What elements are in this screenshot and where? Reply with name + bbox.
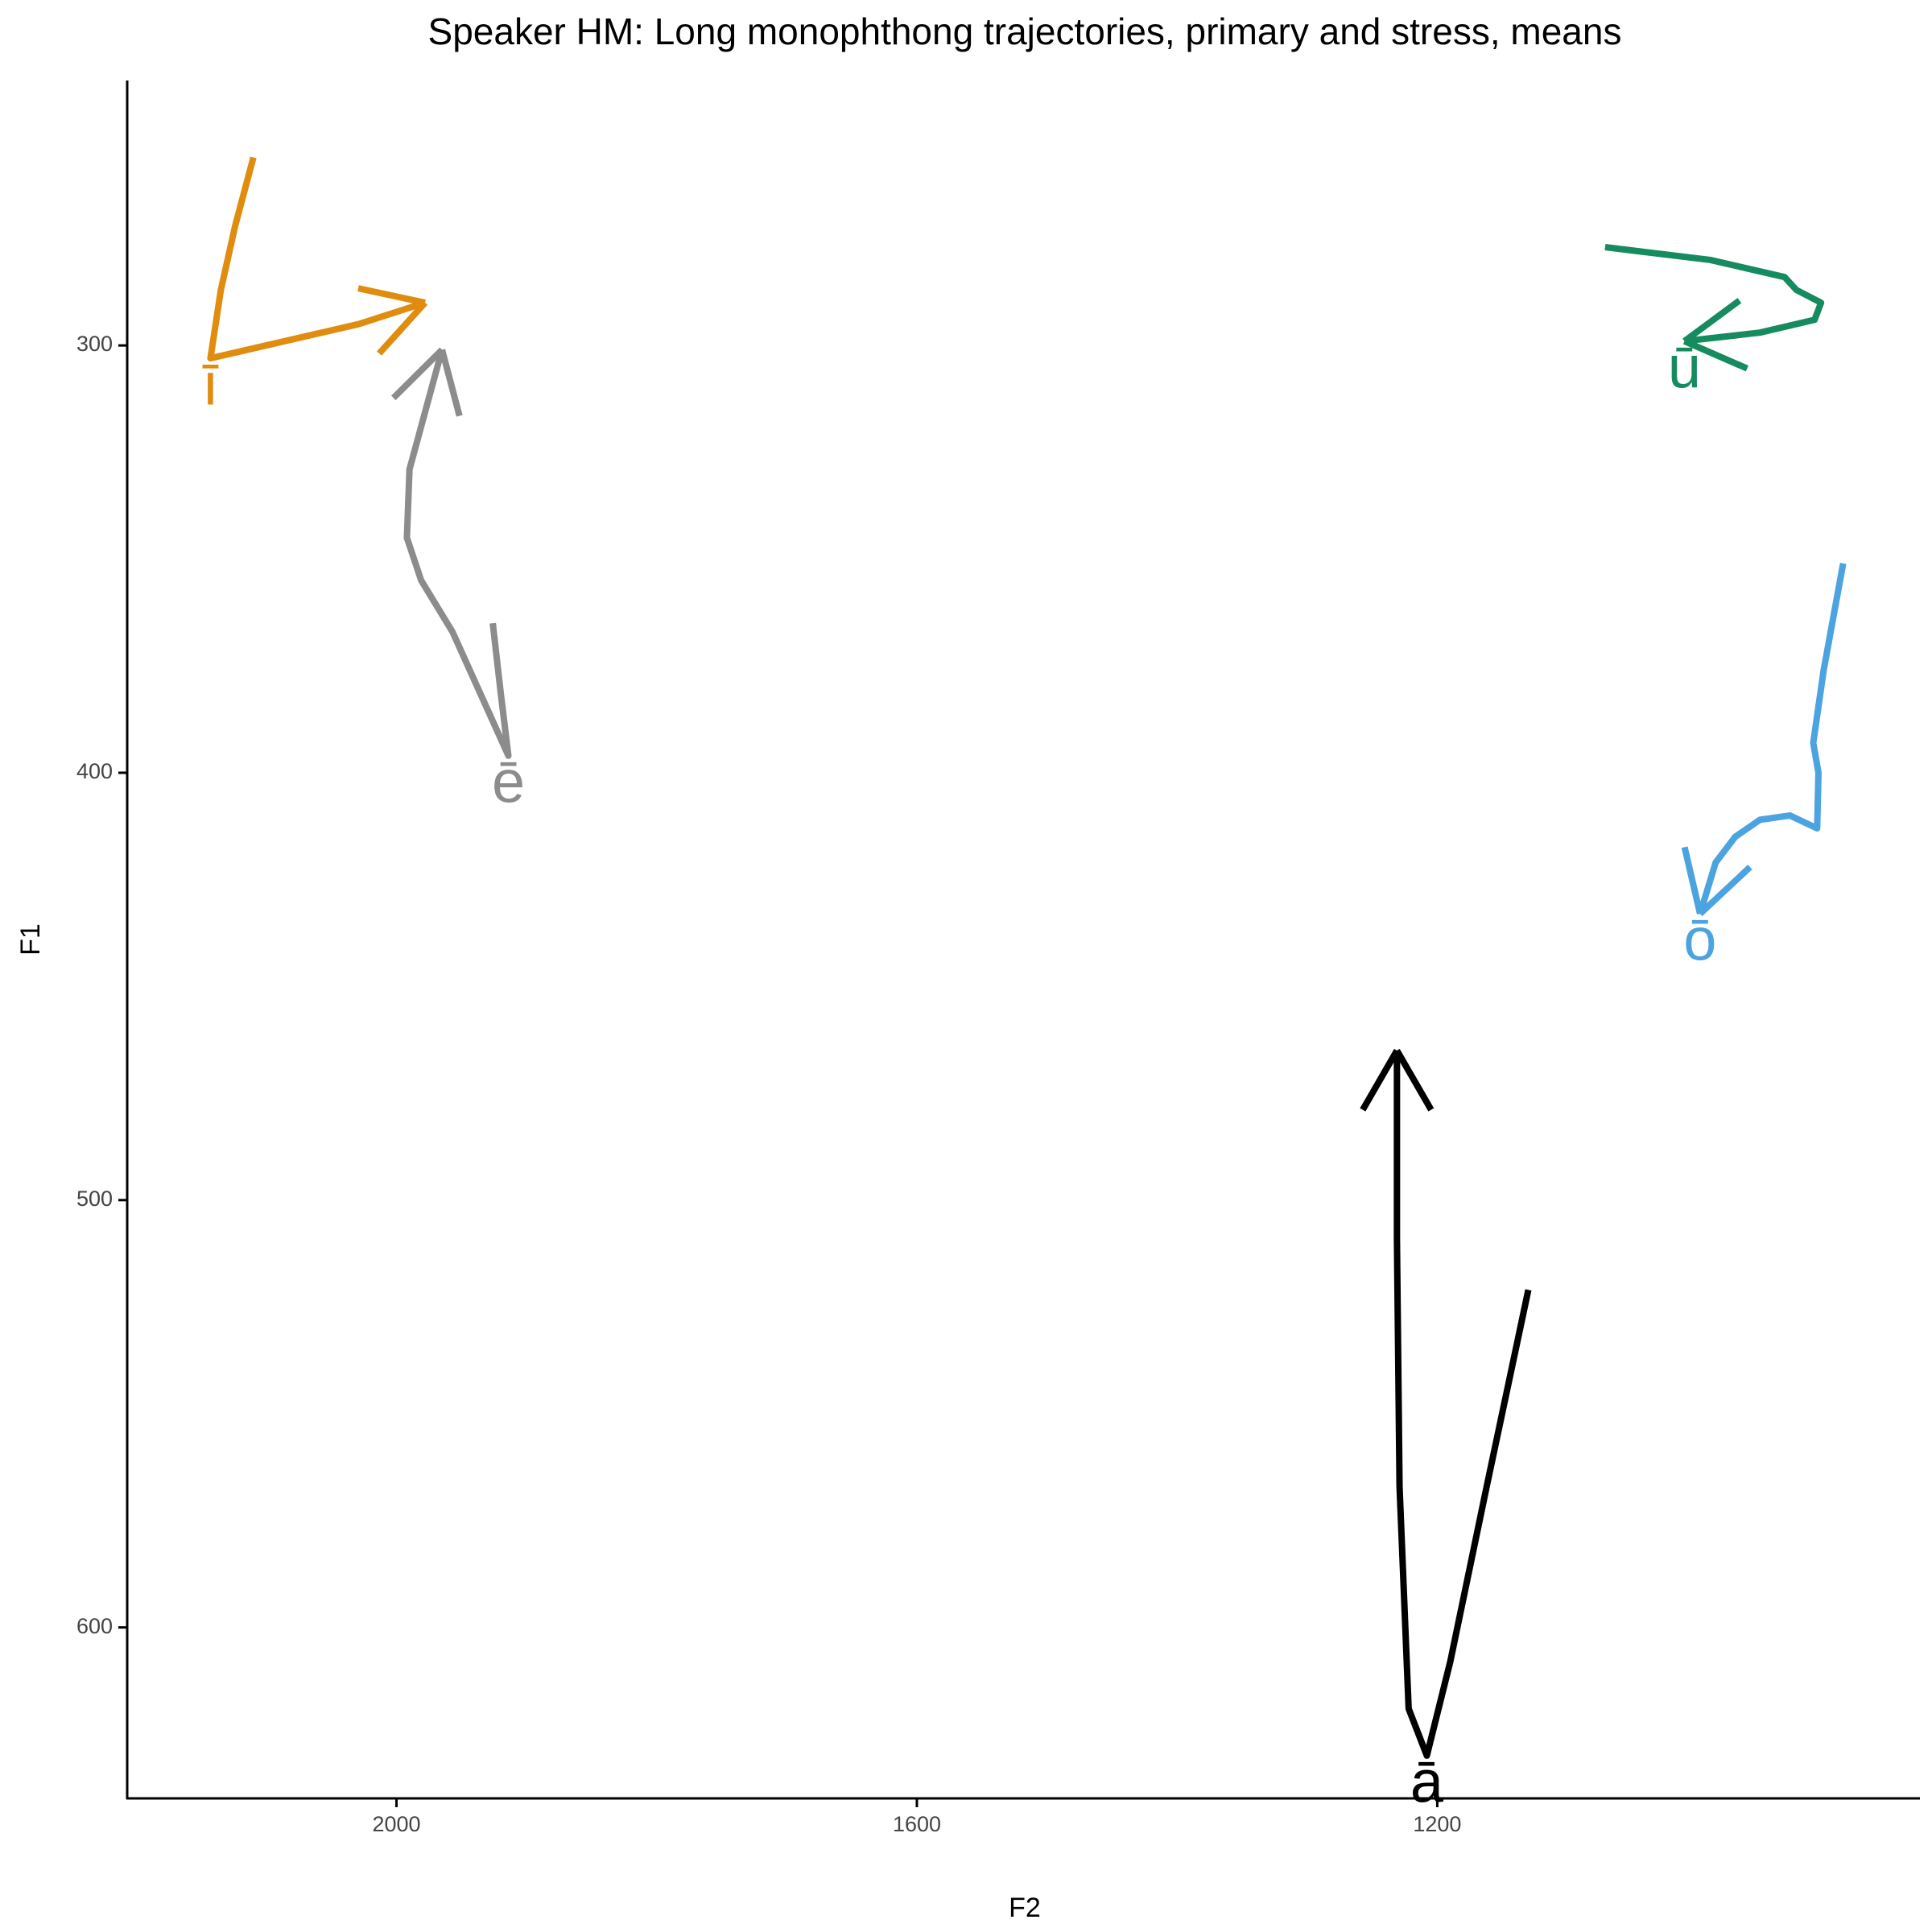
trajectory (1393, 1051, 1532, 1759)
trajectory (1697, 563, 1847, 915)
y-tick-label: 300 (76, 332, 113, 356)
trajectory (403, 349, 512, 759)
arrow-head (1682, 298, 1749, 372)
x-tick-label: 1200 (1413, 1812, 1461, 1836)
y-axis-title: F1 (15, 923, 46, 956)
trajectory (1604, 244, 1825, 345)
x-tick-label: 1600 (893, 1812, 941, 1836)
vowel-label: ō (1683, 906, 1716, 973)
y-tick-label: 500 (76, 1187, 113, 1211)
arrow-head (357, 285, 428, 356)
vowel-label: ē (492, 748, 525, 815)
y-tick-label: 600 (76, 1614, 113, 1638)
vowel-label: ī (202, 351, 219, 418)
vowel-label: ā (1410, 1748, 1444, 1814)
arrow-head (390, 347, 463, 417)
arrow-head (1681, 846, 1752, 917)
x-axis-title: F2 (1009, 1893, 1041, 1923)
chart-title: Speaker HM: Long monophthong trajectorie… (428, 10, 1622, 52)
arrow-head (1360, 1049, 1435, 1112)
trajectory (207, 156, 427, 362)
x-tick-label: 2000 (372, 1812, 420, 1836)
y-tick-label: 400 (76, 759, 113, 783)
vowel-label: ū (1668, 333, 1701, 400)
